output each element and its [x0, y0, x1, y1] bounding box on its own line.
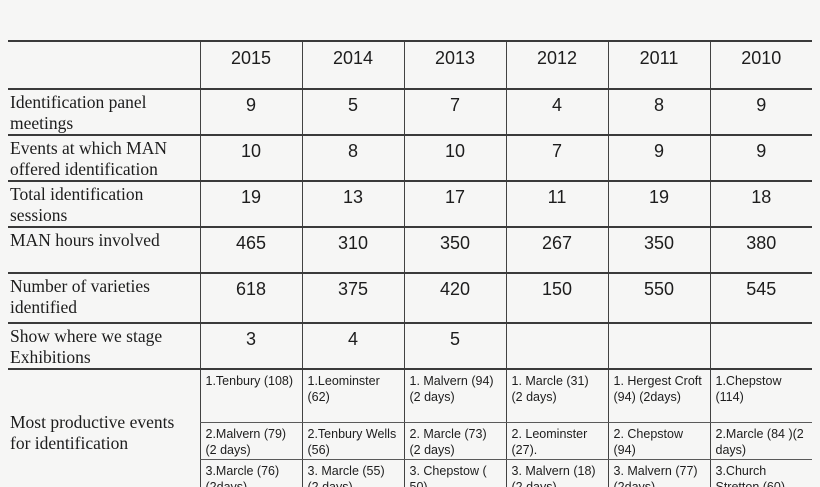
value-cell: 8 [607, 89, 710, 136]
event-cell: 1.Tenbury (108) [199, 369, 302, 423]
event-cell: 3.Church Stretton (60) [709, 459, 812, 487]
value-cell: 3 [199, 323, 302, 370]
value-cell: 310 [301, 227, 404, 274]
event-cell: 1.Chepstow (114) [709, 369, 812, 423]
event-cell: 2.Marcle (84 )(2 days) [709, 422, 812, 460]
year-header-2014: 2014 [301, 40, 404, 90]
year-header-2010: 2010 [709, 40, 812, 90]
value-cell: 350 [607, 227, 710, 274]
event-cell: 1. Malvern (94) (2 days) [403, 369, 506, 423]
table-row-productive-2: 2.Malvern (79) (2 days) 2.Tenbury Wells … [8, 422, 812, 460]
value-cell: 375 [301, 273, 404, 324]
value-cell: 5 [403, 323, 506, 370]
value-cell: 618 [199, 273, 302, 324]
row-label: Show where we stage Exhibitions [8, 323, 200, 370]
value-cell: 545 [709, 273, 812, 324]
row-label: MAN hours involved [8, 227, 200, 274]
row-label: Number of varieties identified [8, 273, 200, 324]
table-row-productive-3: 3.Marcle (76) (2days) 3. Marcle (55) (2 … [8, 459, 812, 487]
value-cell: 267 [505, 227, 608, 274]
value-cell: 150 [505, 273, 608, 324]
table-row: MAN hours involved 465 310 350 267 350 3… [8, 227, 812, 274]
event-cell: 1.Leominster (62) [301, 369, 404, 423]
value-cell: 10 [199, 135, 302, 182]
row-label: Events at which MAN offered identificati… [8, 135, 200, 182]
value-cell: 11 [505, 181, 608, 228]
year-header-2012: 2012 [505, 40, 608, 90]
event-cell: 3. Marcle (55) (2 days) [301, 459, 404, 487]
event-cell: 2. Marcle (73) (2 days) [403, 422, 506, 460]
value-cell: 4 [301, 323, 404, 370]
value-cell: 9 [607, 135, 710, 182]
table-row: Total identification sessions 19 13 17 1… [8, 181, 812, 228]
event-cell: 3. Malvern (77) (2days) [607, 459, 710, 487]
value-cell: 465 [199, 227, 302, 274]
table-row: Identification panel meetings 9 5 7 4 8 … [8, 89, 812, 136]
value-cell: 4 [505, 89, 608, 136]
value-cell [709, 323, 812, 370]
value-cell: 9 [199, 89, 302, 136]
year-header-2013: 2013 [403, 40, 506, 90]
row-label: Identification panel meetings [8, 89, 200, 136]
data-table: 2015 2014 2013 2012 2011 2010 Identifica… [8, 40, 812, 487]
event-cell: 2.Malvern (79) (2 days) [199, 422, 302, 460]
event-cell: 2. Chepstow (94) [607, 422, 710, 460]
value-cell: 8 [301, 135, 404, 182]
value-cell: 10 [403, 135, 506, 182]
value-cell: 7 [505, 135, 608, 182]
value-cell: 350 [403, 227, 506, 274]
header-row: 2015 2014 2013 2012 2011 2010 [8, 40, 812, 90]
year-header-2011: 2011 [607, 40, 710, 90]
table-row: Events at which MAN offered identificati… [8, 135, 812, 182]
value-cell [607, 323, 710, 370]
value-cell: 380 [709, 227, 812, 274]
value-cell: 420 [403, 273, 506, 324]
value-cell: 13 [301, 181, 404, 228]
value-cell: 19 [607, 181, 710, 228]
value-cell: 18 [709, 181, 812, 228]
row-label-most-productive: Most productive events for identificatio… [8, 369, 200, 487]
event-cell: 3.Marcle (76) (2days) [199, 459, 302, 487]
table-row: Number of varieties identified 618 375 4… [8, 273, 812, 324]
event-cell: 2. Leominster (27). [505, 422, 608, 460]
header-empty-cell [8, 40, 200, 90]
event-cell: 1. Marcle (31) (2 days) [505, 369, 608, 423]
row-label: Total identification sessions [8, 181, 200, 228]
value-cell: 19 [199, 181, 302, 228]
table-row: Show where we stage Exhibitions 3 4 5 [8, 323, 812, 370]
value-cell: 9 [709, 89, 812, 136]
value-cell: 9 [709, 135, 812, 182]
event-cell: 2.Tenbury Wells (56) [301, 422, 404, 460]
event-cell: 3. Chepstow ( 50) [403, 459, 506, 487]
value-cell: 5 [301, 89, 404, 136]
table-row-productive-1: Most productive events for identificatio… [8, 369, 812, 487]
year-header-2015: 2015 [199, 40, 302, 90]
event-cell: 1. Hergest Croft (94) (2days) [607, 369, 710, 423]
event-cell: 3. Malvern (18) (2 days) [505, 459, 608, 487]
value-cell: 550 [607, 273, 710, 324]
value-cell [505, 323, 608, 370]
value-cell: 17 [403, 181, 506, 228]
value-cell: 7 [403, 89, 506, 136]
